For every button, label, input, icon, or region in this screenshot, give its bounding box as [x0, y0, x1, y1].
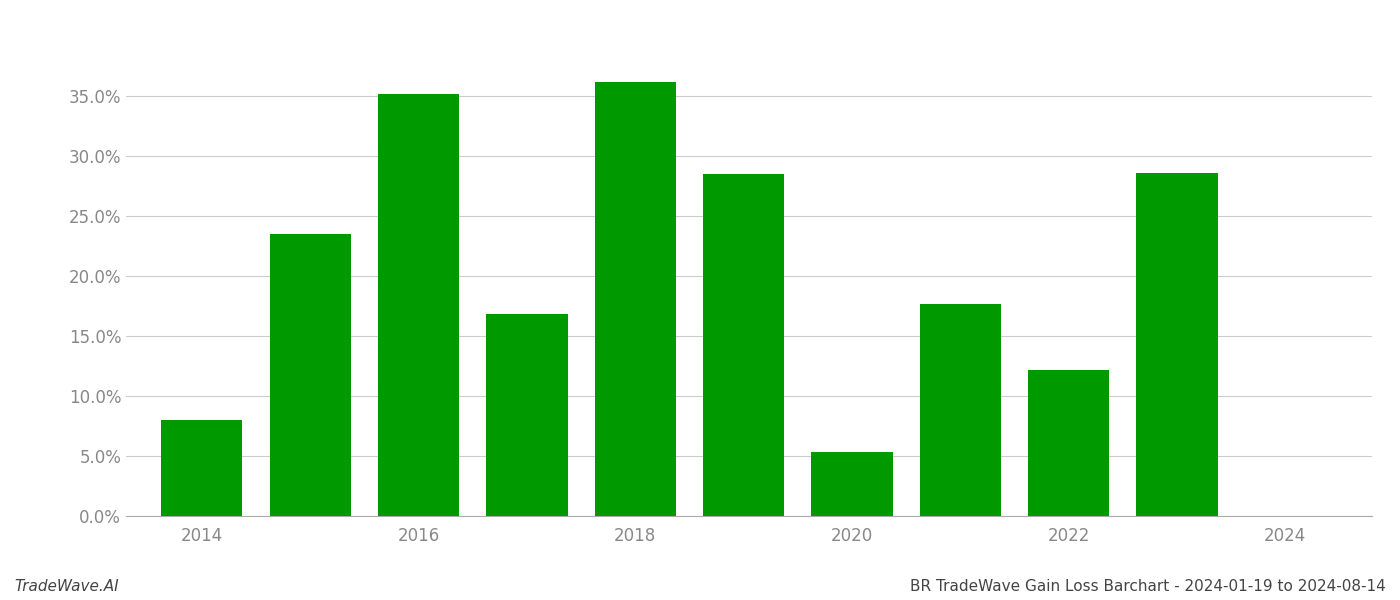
Text: BR TradeWave Gain Loss Barchart - 2024-01-19 to 2024-08-14: BR TradeWave Gain Loss Barchart - 2024-0…	[910, 579, 1386, 594]
Bar	[486, 314, 567, 516]
Bar	[920, 304, 1001, 516]
Bar	[1137, 173, 1218, 516]
Bar	[812, 452, 893, 516]
Bar	[270, 234, 351, 516]
Bar	[703, 174, 784, 516]
Text: TradeWave.AI: TradeWave.AI	[14, 579, 119, 594]
Bar	[378, 94, 459, 516]
Bar	[1028, 370, 1109, 516]
Bar	[595, 82, 676, 516]
Bar	[161, 420, 242, 516]
